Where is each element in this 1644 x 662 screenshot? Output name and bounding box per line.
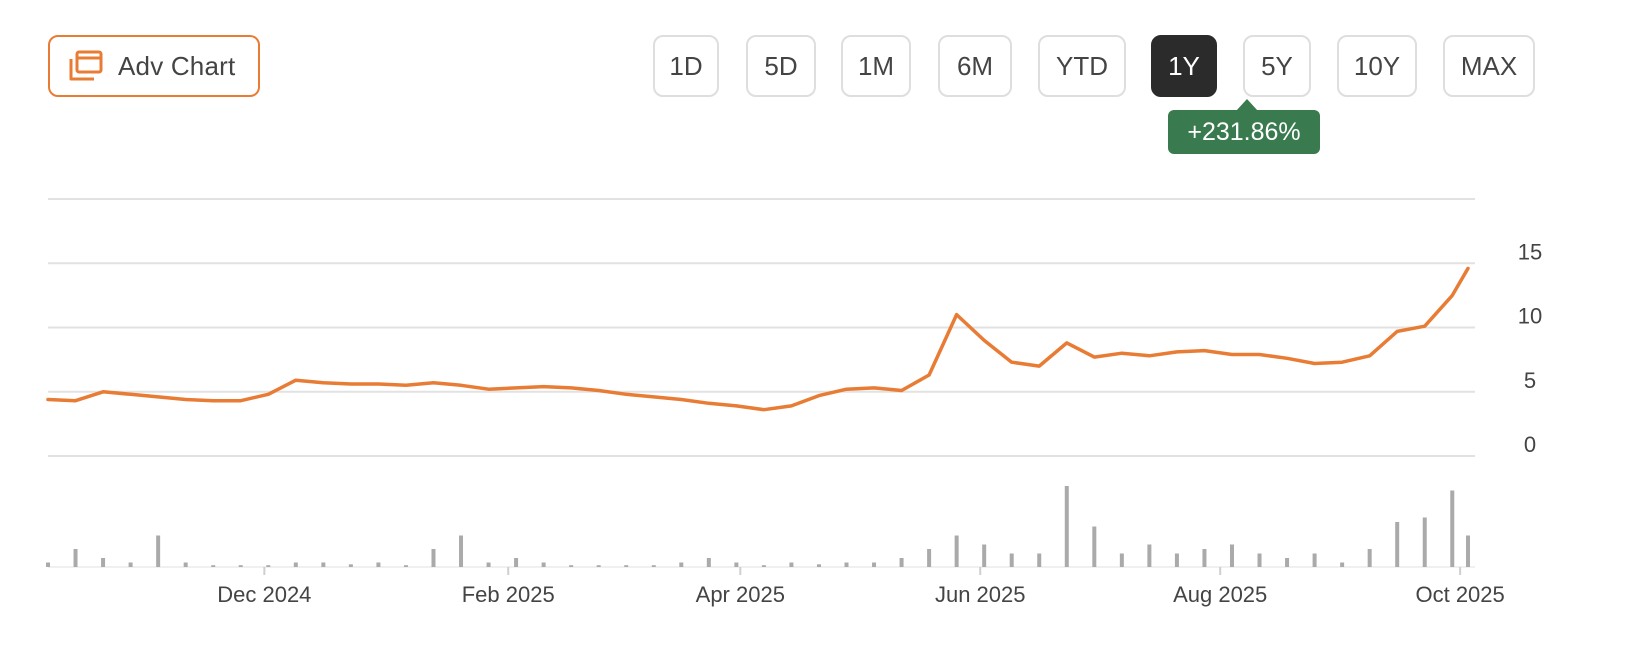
range-1d-button[interactable]: 1D xyxy=(653,35,719,97)
range-5d-button[interactable]: 5D xyxy=(746,35,816,97)
volume-bar xyxy=(734,562,739,567)
volume-bar xyxy=(789,562,794,567)
chart-window-icon xyxy=(69,50,103,81)
volume-bar xyxy=(816,564,821,567)
range-1m-button[interactable]: 1M xyxy=(841,35,911,97)
volume-bar xyxy=(403,565,408,567)
volume-bar xyxy=(1119,553,1124,567)
volume-bar xyxy=(431,549,436,567)
volume-bar xyxy=(569,565,574,567)
change-badge: +231.86% xyxy=(1168,110,1320,154)
volume-bar xyxy=(1422,517,1427,567)
volume-bar xyxy=(266,565,271,567)
volume-bar xyxy=(651,565,656,567)
range-10y-button[interactable]: 10Y xyxy=(1337,35,1417,97)
volume-bar xyxy=(1340,562,1345,567)
x-tick-label: Aug 2025 xyxy=(1173,582,1267,607)
volume-bar xyxy=(706,558,711,567)
volume-bar xyxy=(376,562,381,567)
volume-bar xyxy=(1312,553,1317,567)
y-tick-label: 0 xyxy=(1524,432,1536,457)
volume-bar xyxy=(1257,553,1262,567)
range-ytd-button[interactable]: YTD xyxy=(1038,35,1126,97)
x-tick-label: Apr 2025 xyxy=(696,582,785,607)
volume-bar xyxy=(1009,553,1014,567)
volume-bar xyxy=(514,558,519,567)
volume-bar xyxy=(541,562,546,567)
volume-bar xyxy=(899,558,904,567)
volume-bar xyxy=(459,535,464,567)
volume-bar xyxy=(1174,553,1179,567)
volume-bar xyxy=(1285,558,1290,567)
volume-bar xyxy=(982,544,987,567)
y-tick-label: 10 xyxy=(1518,304,1542,329)
volume-bar xyxy=(1229,544,1234,567)
volume-bar xyxy=(348,564,353,567)
change-badge-caret xyxy=(1236,99,1258,111)
volume-bar xyxy=(1037,553,1042,567)
volume-bar xyxy=(238,565,243,567)
volume-bar xyxy=(128,562,133,567)
volume-bar xyxy=(761,565,766,567)
x-tick-label: Jun 2025 xyxy=(935,582,1026,607)
range-1y-button[interactable]: 1Y xyxy=(1151,35,1217,97)
range-6m-button[interactable]: 6M xyxy=(938,35,1012,97)
volume-bar xyxy=(624,565,629,567)
volume-bar xyxy=(954,535,959,567)
range-max-button[interactable]: MAX xyxy=(1443,35,1535,97)
volume-bar xyxy=(1147,544,1152,567)
price-series-line xyxy=(46,266,1470,412)
volume-bar xyxy=(101,558,106,567)
x-tick-label: Dec 2024 xyxy=(217,582,311,607)
volume-bar xyxy=(321,562,326,567)
volume-bar xyxy=(927,549,932,567)
x-tick-label: Oct 2025 xyxy=(1415,582,1504,607)
y-tick-label: 15 xyxy=(1518,239,1542,264)
adv-chart-label: Adv Chart xyxy=(118,50,236,81)
x-tick-label: Feb 2025 xyxy=(462,582,555,607)
volume-bar xyxy=(596,565,601,567)
range-5y-button[interactable]: 5Y xyxy=(1243,35,1311,97)
y-tick-label: 5 xyxy=(1524,368,1536,393)
volume-bar xyxy=(486,562,491,567)
volume-bar xyxy=(1367,549,1372,567)
volume-bar xyxy=(293,562,298,567)
volume-bar xyxy=(73,549,78,567)
volume-bar xyxy=(1466,535,1470,567)
volume-bar xyxy=(679,562,684,567)
volume-bar xyxy=(46,562,50,567)
volume-bar xyxy=(1450,490,1455,567)
adv-chart-button[interactable]: Adv Chart xyxy=(48,35,260,97)
volume-bar xyxy=(156,535,161,567)
volume-bar xyxy=(1395,522,1400,567)
volume-bar xyxy=(211,565,216,567)
volume-bar xyxy=(872,562,877,567)
volume-bar xyxy=(1064,486,1069,567)
volume-bar xyxy=(844,562,849,567)
volume-bar xyxy=(1092,526,1097,567)
volume-bar xyxy=(183,562,188,567)
volume-bar xyxy=(1202,549,1207,567)
